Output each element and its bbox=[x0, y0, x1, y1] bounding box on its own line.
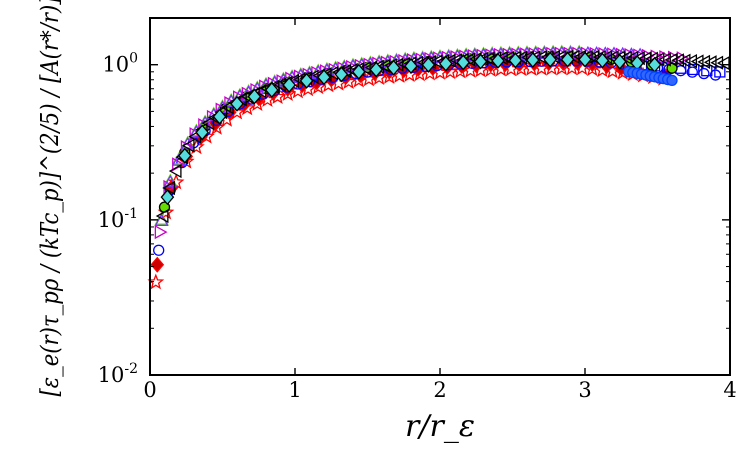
data-point bbox=[154, 225, 168, 240]
y-axis-label: [ε_e(r)τ_pρ / (kTc_p)]^(2/5) / [A(r*/r)] bbox=[36, 0, 64, 397]
data-point bbox=[698, 67, 710, 80]
data-point bbox=[150, 256, 165, 273]
x-tick-label: 4 bbox=[723, 378, 736, 402]
data-point bbox=[220, 100, 234, 115]
data-point bbox=[334, 66, 349, 83]
y-tick-label: 100 bbox=[102, 51, 138, 77]
data-point bbox=[612, 53, 627, 70]
y-tick-base: 10 bbox=[102, 53, 129, 77]
x-tick-label: 3 bbox=[578, 378, 591, 402]
data-point bbox=[543, 51, 558, 68]
data-point bbox=[485, 48, 499, 63]
data-point bbox=[664, 52, 678, 68]
data-point bbox=[386, 59, 401, 76]
y-tick-exponent: 0 bbox=[129, 51, 138, 67]
x-axis-label: r/r_ε bbox=[405, 409, 475, 444]
data-point bbox=[560, 51, 575, 68]
data-point bbox=[456, 54, 471, 71]
x-tick-label: 2 bbox=[433, 378, 446, 402]
data-point bbox=[595, 52, 610, 69]
data-point bbox=[508, 52, 523, 69]
data-point bbox=[369, 61, 384, 78]
data-point bbox=[162, 180, 176, 196]
data-point bbox=[666, 74, 678, 87]
data-point bbox=[195, 124, 210, 141]
series-10 bbox=[622, 66, 678, 87]
data-point bbox=[703, 55, 717, 70]
data-point bbox=[710, 55, 724, 70]
data-point bbox=[686, 66, 698, 78]
y-tick-base: 10 bbox=[98, 208, 125, 232]
data-point bbox=[586, 49, 600, 65]
data-point bbox=[230, 95, 244, 112]
x-tick-label: 1 bbox=[288, 378, 301, 402]
y-tick-exponent: -2 bbox=[124, 361, 138, 377]
data-point bbox=[212, 108, 227, 125]
data-point bbox=[163, 174, 178, 188]
data-point bbox=[677, 53, 691, 68]
data-point bbox=[279, 85, 297, 102]
data-point bbox=[247, 88, 262, 105]
data-point bbox=[473, 53, 488, 70]
data-point bbox=[299, 72, 314, 89]
data-point bbox=[491, 52, 505, 69]
data-point bbox=[658, 52, 671, 67]
data-point bbox=[701, 65, 713, 77]
data-point bbox=[197, 115, 213, 129]
series-2 bbox=[153, 55, 722, 256]
series-9 bbox=[160, 51, 662, 206]
data-point bbox=[180, 136, 195, 150]
data-point bbox=[697, 54, 711, 69]
data-point bbox=[537, 46, 551, 62]
y-tick-label: 10-2 bbox=[98, 361, 138, 387]
series-0 bbox=[147, 59, 672, 290]
y-tick-label: 10-1 bbox=[98, 206, 138, 232]
data-point bbox=[404, 58, 418, 75]
data-point bbox=[168, 163, 182, 179]
data-point bbox=[160, 189, 175, 206]
data-point bbox=[155, 208, 169, 224]
data-point bbox=[671, 53, 684, 68]
data-point bbox=[351, 63, 366, 80]
axes-layer bbox=[149, 18, 731, 376]
data-point bbox=[525, 52, 540, 69]
data-point bbox=[690, 54, 704, 69]
data-point bbox=[421, 56, 436, 73]
x-tick-label: 0 bbox=[143, 378, 156, 402]
y-tick-exponent: -1 bbox=[124, 206, 138, 222]
data-point bbox=[264, 81, 279, 98]
data-point bbox=[578, 51, 592, 68]
data-point bbox=[684, 53, 698, 69]
data-point bbox=[688, 63, 700, 76]
y-tick-base: 10 bbox=[98, 363, 125, 387]
data-point bbox=[177, 147, 192, 164]
data-point bbox=[181, 138, 195, 153]
series-1 bbox=[150, 54, 672, 273]
series-layer bbox=[147, 44, 730, 290]
data-point bbox=[438, 55, 453, 72]
data-point bbox=[282, 76, 297, 93]
data-point bbox=[317, 69, 331, 86]
data-point bbox=[638, 51, 652, 66]
data-point bbox=[201, 116, 215, 131]
data-point bbox=[153, 244, 165, 256]
